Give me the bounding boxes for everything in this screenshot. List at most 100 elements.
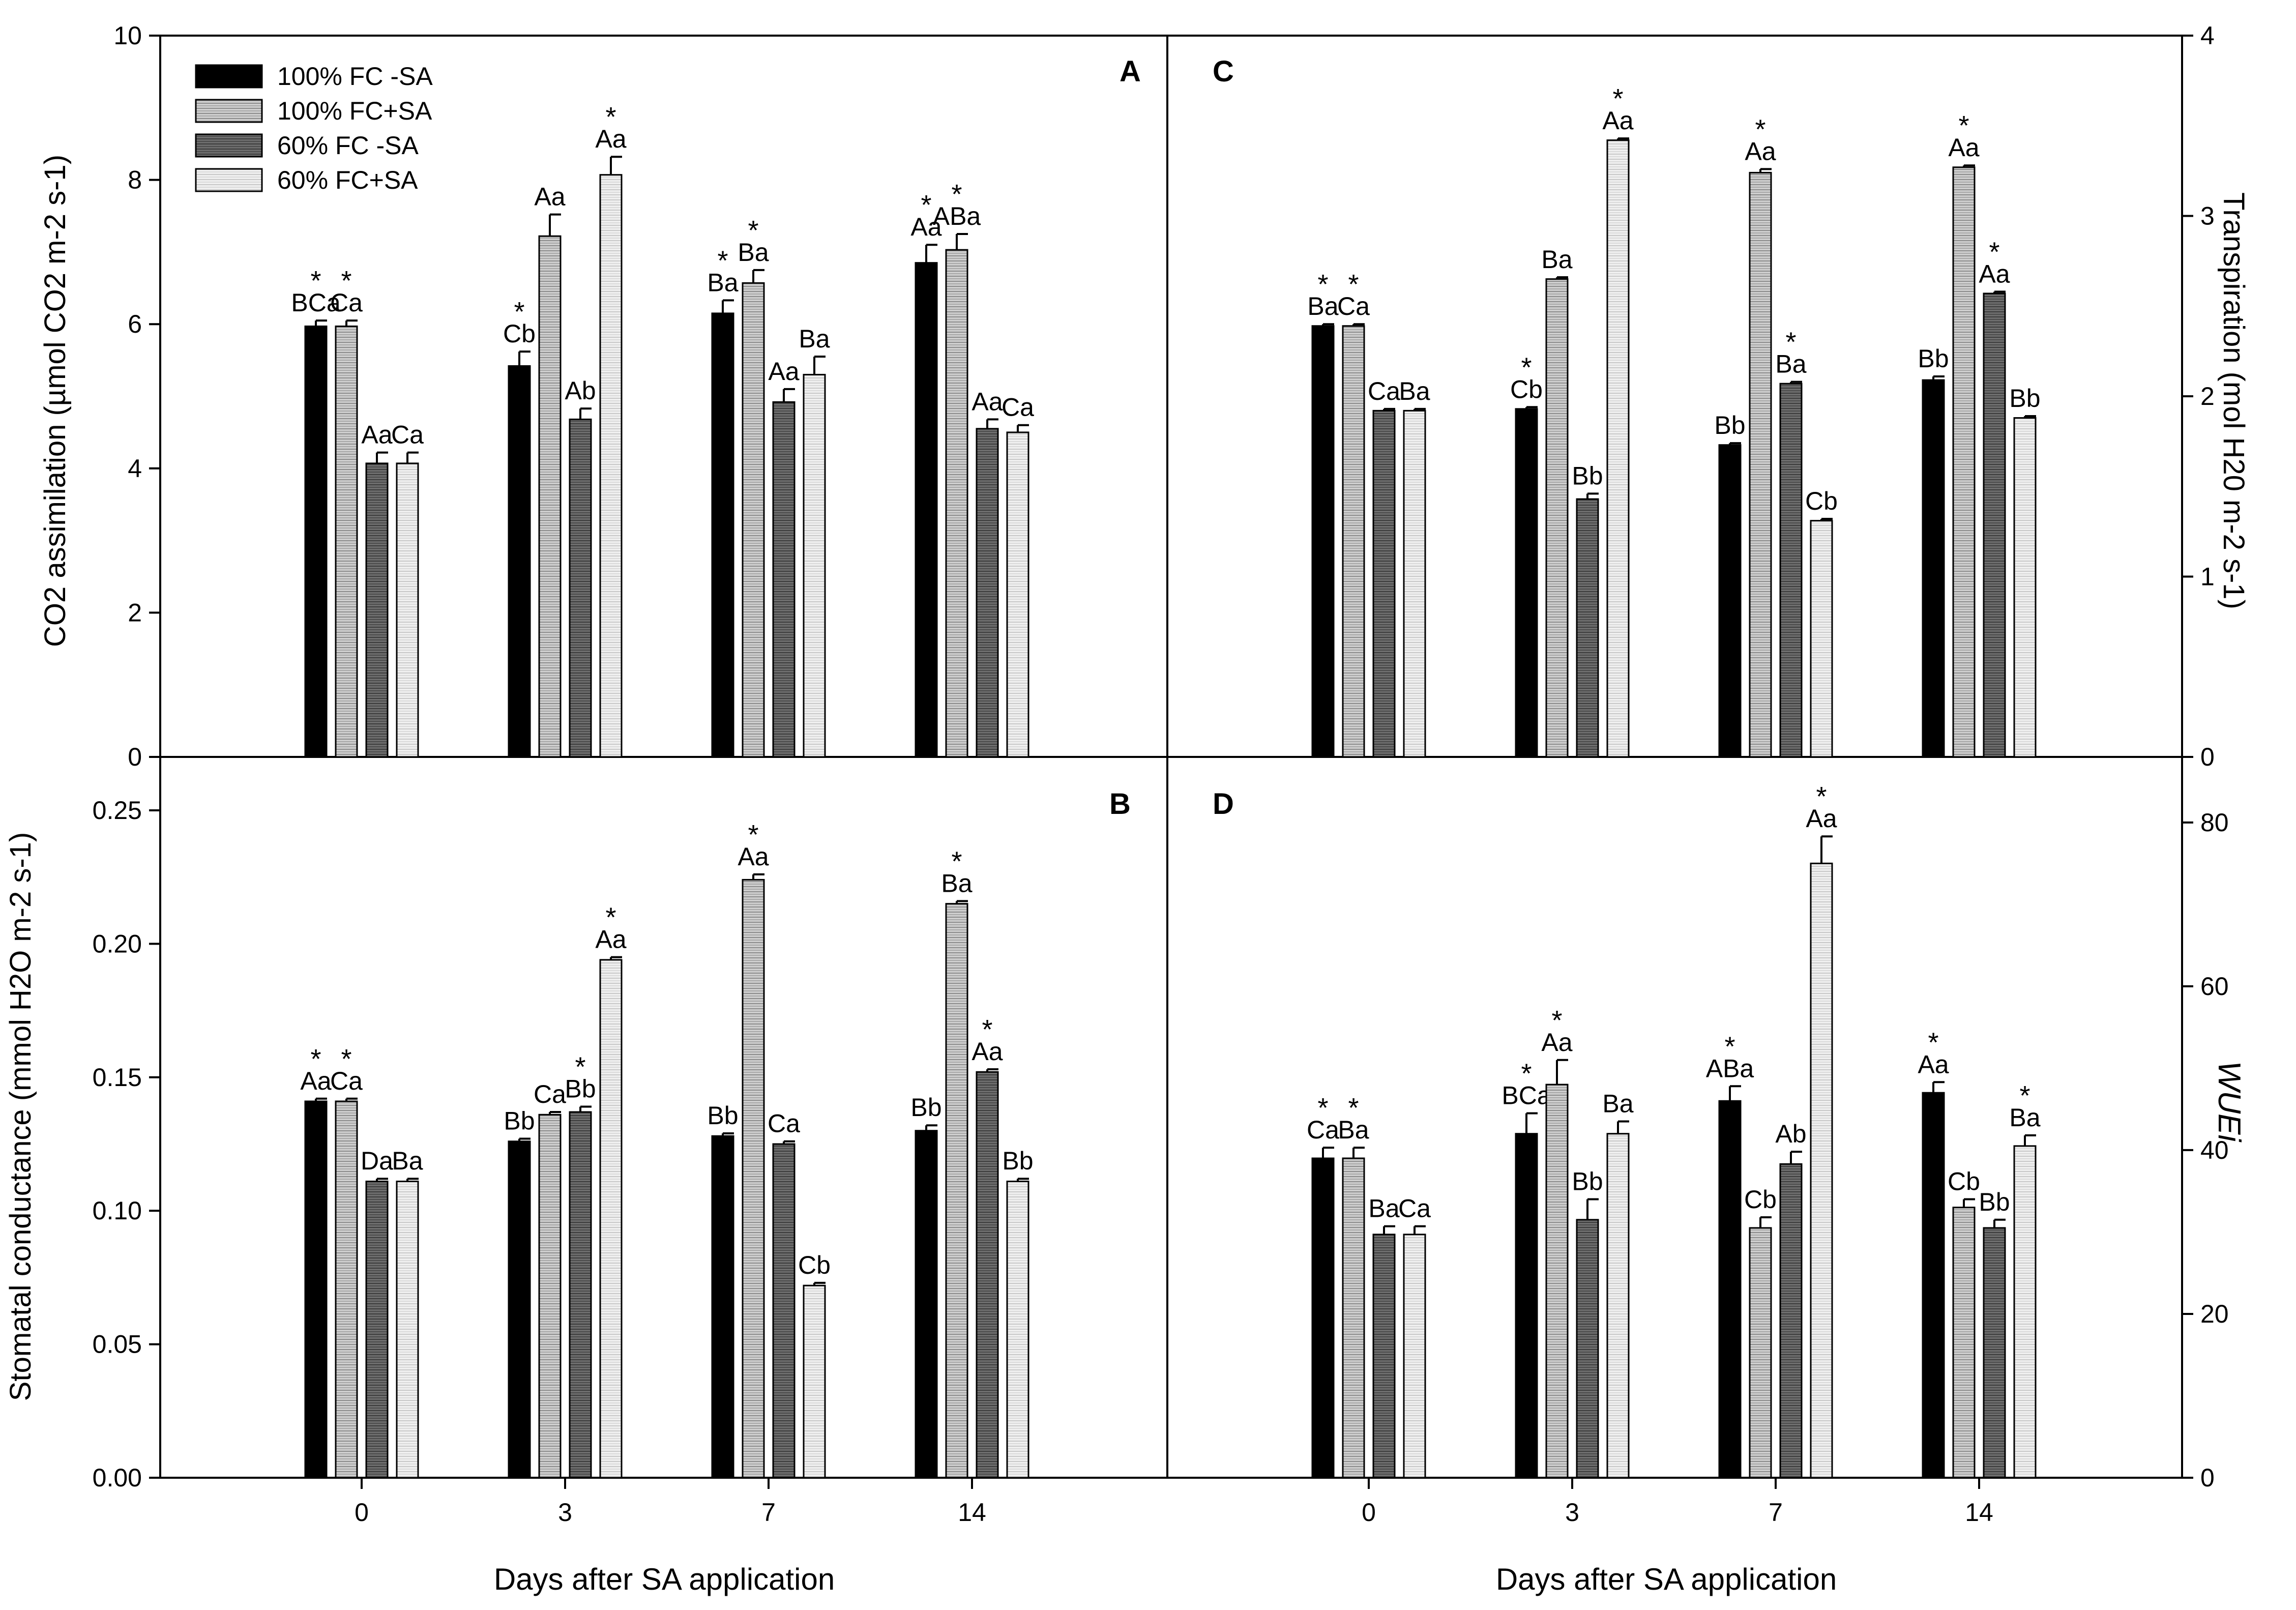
- data-label: Ba: [1307, 292, 1338, 320]
- ytick-label: 20: [2200, 1300, 2229, 1328]
- bar: [1545, 1084, 1569, 1479]
- data-label: Ca: [768, 1109, 800, 1138]
- legend-swatch-2: [195, 99, 263, 123]
- data-label: Ba: [738, 238, 769, 267]
- data-label: Bb: [1572, 461, 1603, 490]
- ytick-label: 2: [2200, 382, 2215, 411]
- xlabel-right: Days after SA application: [1496, 1562, 1837, 1596]
- data-label: Ba: [2009, 1103, 2040, 1132]
- bar: [976, 428, 999, 758]
- significance-star: *: [951, 846, 962, 876]
- significance-star: *: [1348, 1093, 1359, 1123]
- significance-star: *: [1724, 1031, 1735, 1062]
- data-label: Aa: [738, 842, 769, 871]
- ylabel-panel-a: CO2 assimilation (µmol CO2 m-2 s-1): [39, 155, 72, 647]
- xlabel-left: Days after SA application: [494, 1562, 835, 1596]
- xtick-label: 14: [1965, 1498, 1993, 1527]
- bar: [1810, 862, 1833, 1479]
- data-label: Bb: [1002, 1147, 1033, 1175]
- bar: [742, 282, 765, 758]
- bar: [1718, 1100, 1742, 1479]
- significance-star: *: [1521, 352, 1532, 383]
- significance-star: *: [605, 102, 616, 132]
- bar: [599, 959, 623, 1479]
- ytick-label: 0.10: [93, 1196, 142, 1225]
- bar: [1372, 409, 1396, 758]
- bar: [1372, 1234, 1396, 1479]
- bar: [599, 174, 623, 758]
- data-label: ABa: [1706, 1054, 1754, 1082]
- data-label: Aa: [595, 125, 626, 153]
- legend-label-2: 100% FC+SA: [277, 97, 432, 125]
- data-label: Ca: [330, 1067, 363, 1095]
- bar: [742, 879, 765, 1479]
- significance-star: *: [1816, 781, 1827, 812]
- data-label: Cb: [1948, 1167, 1980, 1196]
- bar: [915, 262, 938, 758]
- bar: [396, 1180, 419, 1479]
- data-label: Aa: [768, 357, 799, 386]
- ytick-label: 1: [2200, 563, 2215, 591]
- data-label: Aa: [1806, 804, 1837, 833]
- data-label: Ba: [799, 325, 830, 353]
- bar: [1006, 431, 1029, 758]
- data-label: Ca: [391, 421, 424, 449]
- data-label: Aa: [1602, 106, 1633, 135]
- data-label: Aa: [534, 183, 565, 211]
- bar: [1515, 1133, 1538, 1479]
- ytick-label: 6: [128, 310, 142, 338]
- ytick-label: 0.15: [93, 1063, 142, 1092]
- ytick-label: 40: [2200, 1136, 2229, 1164]
- ytick-label: 10: [113, 21, 142, 50]
- significance-star: *: [1755, 114, 1765, 144]
- significance-star: *: [605, 902, 616, 933]
- data-label: Ba: [1602, 1090, 1633, 1118]
- panel-c: 01234Ba*Cb*BbBbCa*BaAa*Aa*CaBbBa*Aa*BaAa…: [1307, 21, 2214, 771]
- bar: [335, 1100, 358, 1479]
- significance-star: *: [1785, 327, 1796, 358]
- data-label: Ba: [1399, 377, 1430, 405]
- ytick-label: 8: [128, 166, 142, 194]
- significance-star: *: [717, 245, 728, 276]
- data-label: Aa: [1979, 259, 2010, 288]
- significance-star: *: [310, 1044, 321, 1074]
- bar: [304, 325, 328, 758]
- bar: [1576, 498, 1599, 758]
- bar: [1922, 1092, 1945, 1479]
- data-label: Ba: [707, 268, 738, 297]
- bar: [1403, 409, 1426, 758]
- bar: [365, 1180, 389, 1479]
- data-label: Cb: [1744, 1185, 1777, 1214]
- significance-star: *: [748, 215, 758, 246]
- ytick-label: 60: [2200, 972, 2229, 1001]
- ytick-label: 0.05: [93, 1330, 142, 1359]
- xtick-label: 14: [958, 1498, 986, 1527]
- bar: [2013, 417, 2037, 758]
- data-label: Ba: [1368, 1194, 1399, 1223]
- data-label: Aa: [972, 387, 1003, 416]
- ytick-label: 0: [2200, 1463, 2215, 1492]
- ylabel-panel-d: WUEi: [2212, 1061, 2247, 1143]
- data-label: Bb: [504, 1106, 535, 1135]
- xtick-label: 3: [558, 1498, 572, 1527]
- legend: 100% FC -SA 100% FC+SA 60% FC -SA 60% FC…: [195, 62, 433, 194]
- legend-label-1: 100% FC -SA: [277, 62, 433, 91]
- data-label: Ca: [534, 1080, 566, 1108]
- bar: [1952, 1207, 1976, 1479]
- bar: [365, 462, 389, 758]
- bar: [1749, 171, 1772, 758]
- significance-star: *: [951, 179, 962, 210]
- significance-star: *: [341, 1044, 351, 1074]
- bar: [803, 373, 826, 758]
- bar: [538, 1114, 562, 1479]
- significance-star: *: [1958, 110, 1969, 141]
- data-label: Da: [361, 1147, 393, 1175]
- bar: [711, 1135, 734, 1479]
- data-label: Ba: [1338, 1116, 1369, 1144]
- bar: [1403, 1234, 1426, 1479]
- data-label: Cb: [798, 1251, 831, 1279]
- data-label: Aa: [972, 1037, 1003, 1066]
- data-label: Bb: [2009, 384, 2040, 413]
- legend-label-3: 60% FC -SA: [277, 131, 419, 160]
